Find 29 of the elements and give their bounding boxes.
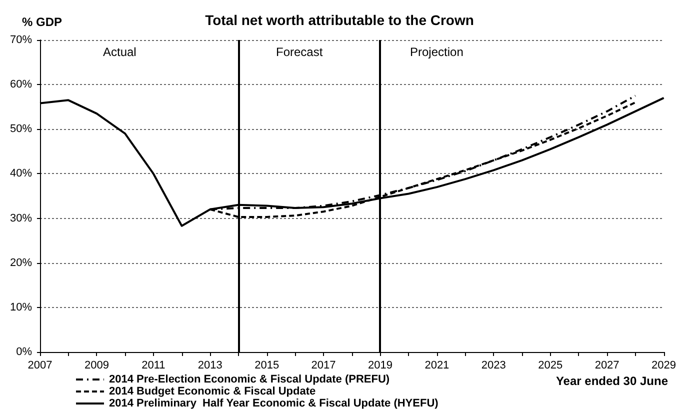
y-tick-label: 20% (10, 256, 32, 269)
x-tick-label: 2017 (311, 360, 336, 372)
y-tick-label: 60% (10, 78, 32, 91)
y-tick-label: 0% (16, 346, 32, 358)
x-tick-label: 2021 (424, 360, 450, 372)
y-tick-label: 10% (10, 301, 32, 314)
x-tick-label: 2019 (368, 360, 392, 372)
x-tick-label: 2015 (254, 360, 280, 372)
legend-label: 2014 Budget Economic & Fiscal Update (109, 386, 316, 398)
x-tick-label: 2013 (198, 360, 222, 372)
y-axis-title: % GDP (22, 15, 62, 29)
legend-label: 2014 Preliminary Half Year Economic & Fiscal Update (HYEFU) (109, 398, 439, 410)
annotation: Projection (410, 45, 464, 59)
annotation: Forecast (276, 45, 324, 59)
y-tick-label: 30% (10, 212, 32, 224)
x-tick-label: 2011 (142, 360, 166, 372)
x-tick-label: 2009 (84, 360, 109, 372)
x-tick-label: 2025 (538, 360, 563, 372)
y-tick-label: 70% (10, 34, 32, 46)
x-axis-title: Year ended 30 June (556, 374, 668, 388)
legend-label: 2014 Pre-Election Economic & Fiscal Update (PREFU) (109, 374, 390, 386)
x-tick-label: 2029 (652, 360, 676, 372)
y-tick-label: 40% (10, 168, 32, 180)
y-tick-label: 50% (10, 123, 32, 136)
x-tick-label: 2023 (481, 360, 506, 372)
x-tick-label: 2027 (594, 360, 620, 372)
x-tick-label: 2007 (28, 360, 52, 372)
chart-title: Total net worth attributable to the Crown (205, 12, 474, 28)
annotation: Actual (103, 45, 136, 59)
